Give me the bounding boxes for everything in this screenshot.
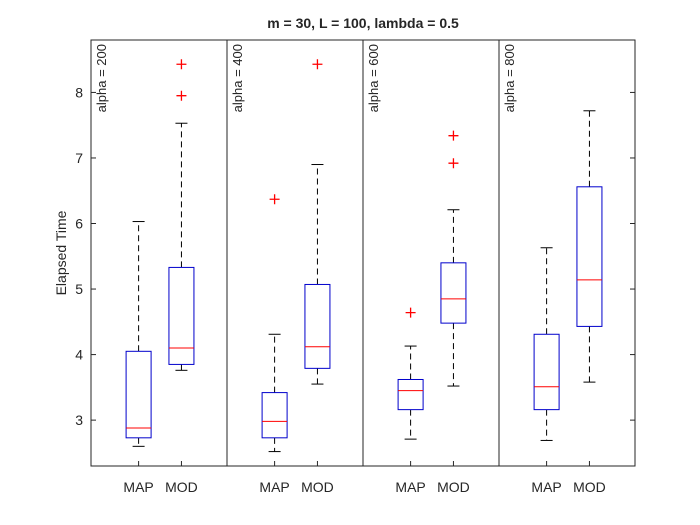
y-tick-label: 5 — [75, 281, 83, 297]
outlier-marker — [176, 59, 187, 70]
x-tick-label: MOD — [165, 479, 198, 495]
x-tick-label: MAP — [123, 479, 153, 495]
box-iqr — [440, 262, 467, 324]
box-iqr — [397, 378, 424, 411]
outlier-marker — [448, 130, 459, 141]
y-axis-label: Elapsed Time — [53, 210, 69, 295]
x-tick-label: MAP — [259, 479, 289, 495]
outlier-marker — [448, 158, 459, 169]
box-iqr — [304, 283, 331, 369]
outlier-marker — [269, 194, 280, 205]
y-tick-label: 3 — [75, 412, 83, 428]
panel-label: alpha = 600 — [366, 44, 381, 112]
box-iqr — [533, 333, 560, 411]
x-tick-label: MAP — [531, 479, 561, 495]
chart-title: m = 30, L = 100, lambda = 0.5 — [267, 15, 459, 31]
x-tick-label: MOD — [437, 479, 470, 495]
outlier-marker — [176, 90, 187, 101]
panel-label: alpha = 400 — [230, 44, 245, 112]
y-tick-label: 6 — [75, 216, 83, 232]
y-tick-label: 8 — [75, 84, 83, 100]
box-iqr — [125, 350, 152, 439]
y-tick-label: 4 — [75, 347, 83, 363]
plot-area: 3 4 5 6 7 8 alpha = 200 MAP MOD alpha = 400 MAP MOD… — [75, 39, 636, 495]
x-tick-label: MOD — [301, 479, 334, 495]
y-tick-label: 7 — [75, 150, 83, 166]
box-iqr — [261, 392, 288, 439]
box-iqr — [168, 266, 195, 365]
panel-label: alpha = 200 — [94, 44, 109, 112]
panel-label: alpha = 800 — [502, 44, 517, 112]
box-iqr — [576, 186, 603, 327]
outlier-marker — [405, 307, 416, 318]
outlier-marker — [312, 59, 323, 70]
x-tick-label: MAP — [395, 479, 425, 495]
x-tick-label: MOD — [573, 479, 606, 495]
